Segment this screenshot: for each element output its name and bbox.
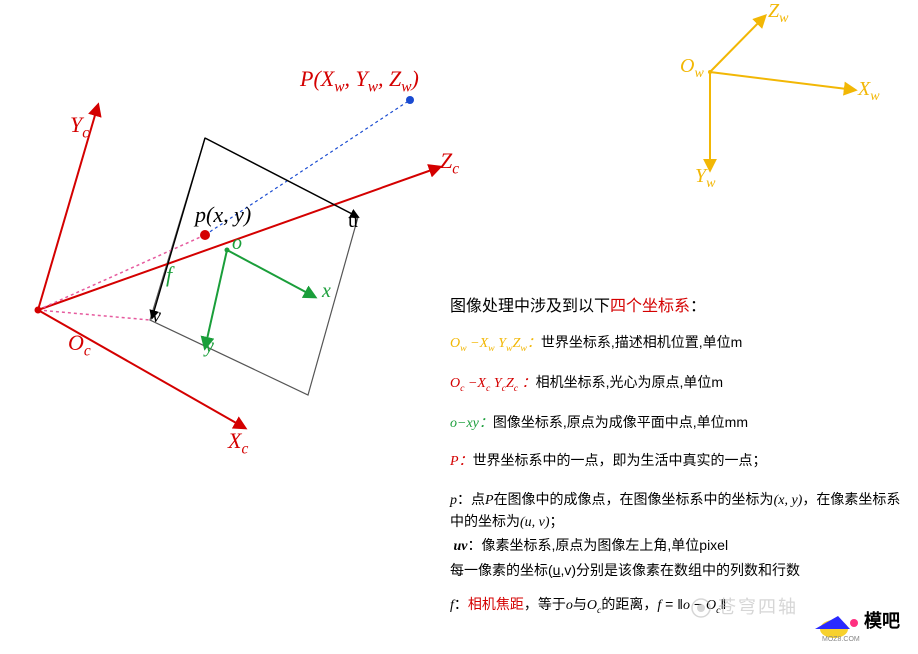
desc-P: 世界坐标系中的一点，即为生活中真实的一点； [473,452,767,468]
heading-post: ： [690,298,706,315]
desc-image: 图像坐标系,原点为成像平面中点,单位mm [493,414,748,430]
image-plane [150,138,358,395]
point-p-dot [200,230,210,240]
heading-red: 四个坐标系 [610,298,690,315]
label-Oc: Oc [68,330,91,360]
label-Yw: Yw [695,165,715,192]
sym-oxy: o−xy： [450,416,493,431]
label-P-world: P(Xw, Yw, Zw) [300,66,419,96]
sym-Ow: Ow −Xw YwZw： [450,336,541,351]
line-p-point: p：点P在图像中的成像点，在图像坐标系中的坐标为(x, y)，在像素坐标系中的坐… [450,489,910,534]
svg-text:模吧: 模吧 [864,610,900,631]
label-Yc: Yc [70,112,89,142]
label-v: v [152,305,161,328]
logo-icon: 模吧 MOZ8.COM [810,599,910,644]
sym-Oc: Oc −Xc YcZc ： [450,376,536,391]
line-pixel-note: 每一像素的坐标(u,v)分别是该像素在数组中的列数和行数 [450,560,910,580]
heading: 图像处理中涉及到以下四个坐标系： [450,295,910,318]
desc-uv: 像素坐标系,原点为图像左上角,单位pixel [482,537,729,553]
label-p-image-text: p(x, y) [195,202,251,227]
axis-Xc [38,310,245,428]
label-o: o [232,232,242,255]
line-image-coord: o−xy：图像坐标系,原点为成像平面中点,单位mm [450,412,910,434]
point-o-dot [225,248,230,253]
description-block: 图像处理中涉及到以下四个坐标系： Ow −Xw YwZw：世界坐标系,描述相机位… [450,295,910,618]
label-y: y [205,335,214,358]
label-p-image: p(x, y) [195,202,251,228]
axis-Zw-mini [710,16,765,72]
dash-to-p [38,235,205,310]
label-Zw: Zw [768,0,788,27]
line-uv: uv：像素坐标系,原点为图像左上角,单位pixel [450,535,910,557]
line-world-coord: Ow −Xw YwZw：世界坐标系,描述相机位置,单位m [450,332,910,356]
world-origin-dot [708,70,712,74]
point-P-world-dot [406,96,414,104]
f-red: 相机焦距 [468,596,524,612]
desc-camera: 相机坐标系,光心为原点,单位m [536,374,723,390]
label-u: u [348,210,358,233]
axis-v [152,138,205,318]
desc-world: 世界坐标系,描述相机位置,单位m [541,334,742,350]
watermark-text: 苍穹四轴 [691,593,798,619]
label-Xc: Xc [228,428,248,458]
axis-image-x [227,250,315,297]
label-Zc: Zc [440,148,459,178]
axis-image-y [205,250,227,348]
svg-text:MOZ8.COM: MOZ8.COM [822,636,860,643]
label-x: x [322,280,331,303]
label-Ow: Ow [680,55,704,82]
label-Xw: Xw [858,78,880,105]
heading-pre: 图像处理中涉及到以下 [450,298,610,315]
camera-origin-dot [35,307,42,314]
watermark-label: 苍穹四轴 [718,597,798,617]
line-P: P：世界坐标系中的一点，即为生活中真实的一点； [450,450,910,472]
sym-P: P： [450,454,473,469]
axis-Xw-mini [710,72,855,90]
label-f: f [166,262,172,288]
line-camera-coord: Oc −Xc YcZc ：相机坐标系,光心为原点,单位m [450,372,910,396]
